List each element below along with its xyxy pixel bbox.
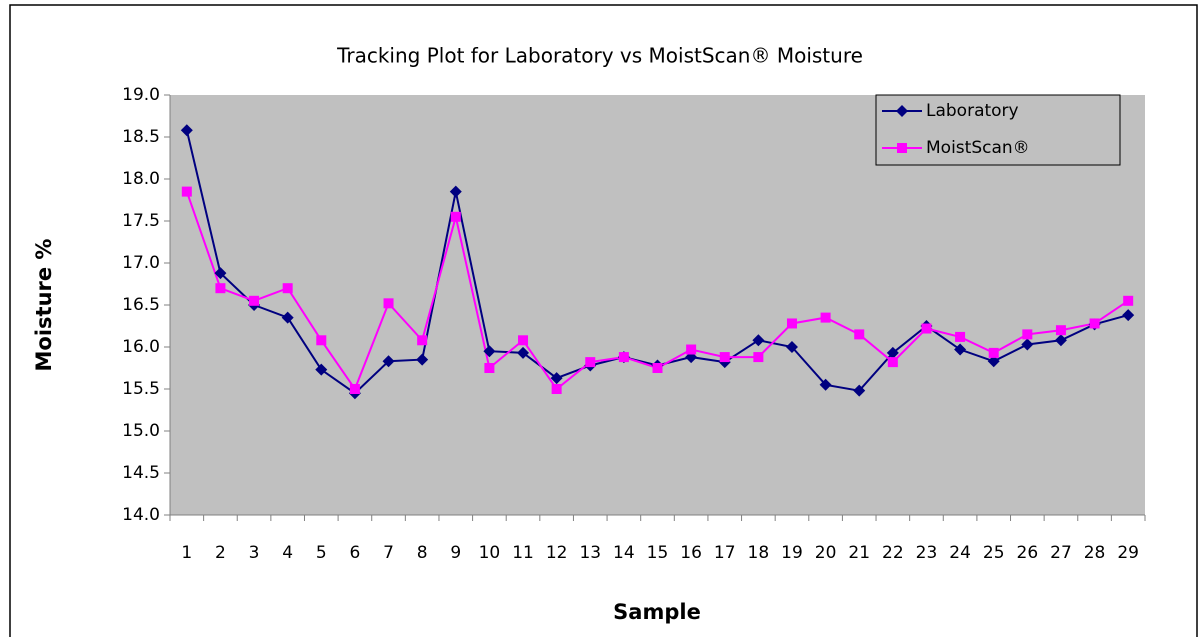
- x-tick-label: 18: [748, 543, 770, 563]
- x-tick-label: 12: [546, 543, 568, 563]
- y-tick-label: 14.5: [122, 463, 160, 483]
- x-tick-label: 11: [512, 543, 534, 563]
- y-tick-label: 15.5: [122, 379, 160, 399]
- x-tick-label: 10: [479, 543, 501, 563]
- x-tick-label: 26: [1017, 543, 1039, 563]
- data-point: [383, 298, 394, 309]
- data-point: [450, 211, 461, 222]
- x-tick-label: 29: [1117, 543, 1139, 563]
- data-point: [853, 384, 866, 397]
- y-tick-label: 17.0: [122, 253, 160, 273]
- data-point: [449, 185, 462, 198]
- x-tick-label: 7: [383, 543, 394, 563]
- x-tick-label: 23: [916, 543, 938, 563]
- x-tick-label: 13: [579, 543, 601, 563]
- y-tick-label: 14.0: [122, 505, 160, 525]
- legend-marker: [897, 143, 907, 153]
- data-point: [281, 311, 294, 324]
- x-tick-label: 4: [282, 543, 293, 563]
- data-point: [652, 363, 663, 373]
- data-point: [417, 335, 428, 346]
- data-point: [1055, 325, 1066, 336]
- data-point: [887, 357, 898, 368]
- x-tick-label: 28: [1084, 543, 1106, 563]
- data-point: [518, 335, 529, 346]
- data-point: [1123, 295, 1134, 306]
- data-point: [752, 334, 765, 347]
- data-point: [1022, 329, 1033, 340]
- x-tick-label: 8: [417, 543, 428, 563]
- data-point: [686, 344, 697, 355]
- data-point: [820, 312, 831, 323]
- data-point: [819, 378, 832, 391]
- data-point: [181, 186, 192, 197]
- data-point: [214, 267, 227, 280]
- data-point: [382, 355, 395, 368]
- legend-label: Laboratory: [926, 101, 1019, 121]
- data-point: [719, 352, 730, 363]
- x-tick-label: 3: [249, 543, 260, 563]
- data-point: [249, 295, 260, 306]
- data-point: [1054, 334, 1067, 347]
- data-point: [886, 346, 899, 359]
- data-point: [316, 335, 327, 346]
- legend-box: [875, 94, 1121, 166]
- x-tick-label: 19: [781, 543, 803, 563]
- data-point: [349, 384, 360, 394]
- data-point: [618, 352, 629, 363]
- x-tick-label: 22: [882, 543, 904, 563]
- data-point: [282, 283, 293, 294]
- x-tick-label: 24: [949, 543, 971, 563]
- data-point: [921, 323, 932, 334]
- x-tick-label: 16: [680, 543, 702, 563]
- data-point: [1122, 309, 1135, 322]
- x-tick-label: 6: [349, 543, 360, 563]
- y-tick-label: 15.0: [122, 421, 160, 441]
- data-point: [551, 384, 562, 394]
- data-point: [955, 331, 966, 342]
- x-tick-label: 2: [215, 543, 226, 563]
- data-point: [484, 363, 495, 373]
- data-point: [215, 283, 226, 294]
- y-tick-label: 16.5: [122, 295, 160, 315]
- data-point: [1089, 318, 1100, 329]
- y-tick-label: 18.0: [122, 169, 160, 189]
- data-point: [753, 352, 764, 363]
- data-point: [517, 346, 530, 359]
- x-tick-label: 21: [848, 543, 870, 563]
- data-point: [854, 329, 865, 340]
- data-point: [483, 345, 496, 358]
- x-tick-label: 27: [1050, 543, 1072, 563]
- x-tick-label: 9: [450, 543, 461, 563]
- x-tick-label: 20: [815, 543, 837, 563]
- y-tick-label: 17.5: [122, 211, 160, 231]
- data-point: [987, 355, 1000, 368]
- x-tick-label: 1: [181, 543, 192, 563]
- data-point: [785, 341, 798, 353]
- data-point: [1021, 338, 1034, 351]
- data-point: [786, 318, 797, 329]
- data-point: [315, 363, 328, 376]
- y-tick-label: 18.5: [122, 127, 160, 147]
- x-axis-label: Sample: [613, 600, 701, 624]
- data-point: [550, 372, 563, 385]
- data-point: [180, 124, 193, 137]
- data-point: [585, 357, 596, 368]
- y-tick-label: 16.0: [122, 337, 160, 357]
- data-point: [416, 353, 429, 366]
- data-point: [988, 347, 999, 358]
- x-tick-label: 17: [714, 543, 736, 563]
- legend-label: MoistScan®: [926, 138, 1030, 158]
- legend-marker: [896, 105, 908, 117]
- y-tick-label: 19.0: [122, 85, 160, 105]
- chart-title: Tracking Plot for Laboratory vs MoistSca…: [336, 44, 863, 68]
- x-tick-label: 15: [647, 543, 669, 563]
- y-axis-label: Moisture %: [32, 239, 56, 372]
- data-point: [954, 343, 967, 356]
- x-tick-label: 25: [983, 543, 1005, 563]
- x-tick-label: 5: [316, 543, 327, 563]
- x-tick-label: 14: [613, 543, 635, 563]
